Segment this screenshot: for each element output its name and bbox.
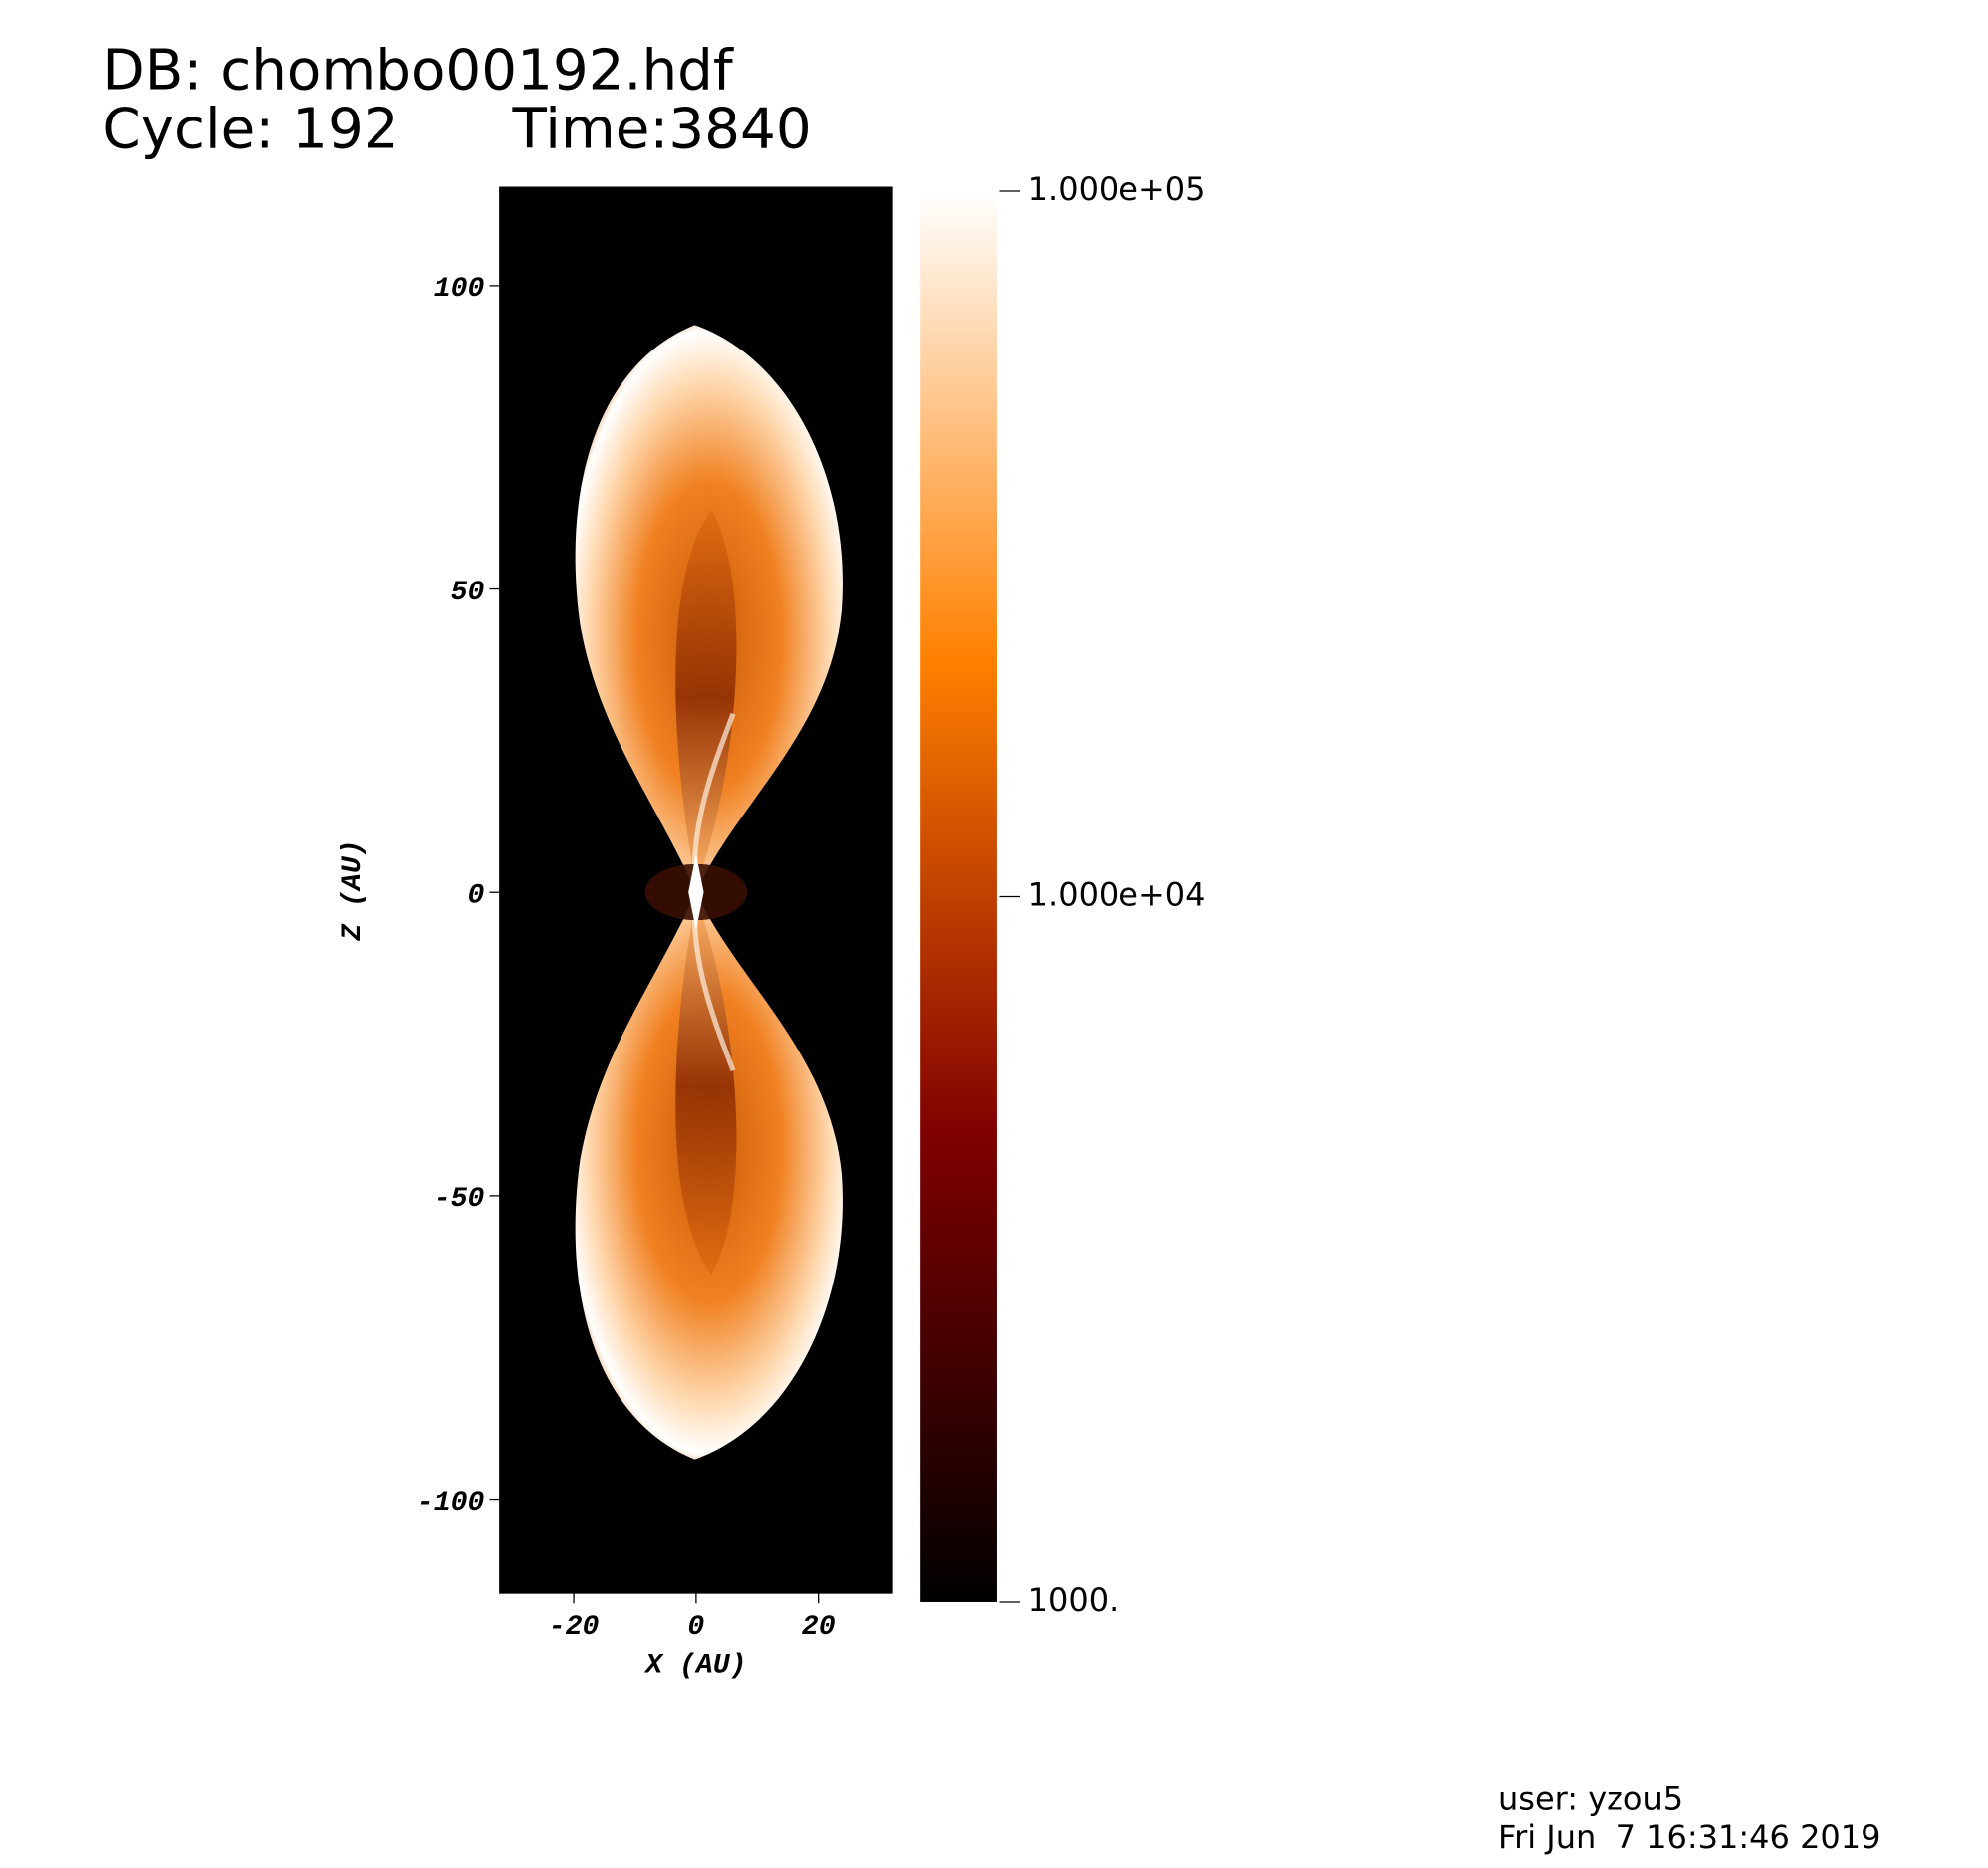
x-tick-label: 20: [802, 1612, 836, 1643]
y-tick-label: 100: [434, 274, 485, 305]
x-axis-title: X (AU): [643, 1650, 746, 1681]
x-tick-label: 0: [687, 1612, 704, 1643]
database-title: DB: chombo00192.hdf: [102, 39, 733, 104]
date-label: Fri Jun 7 16:31:46 2019: [1498, 1818, 1881, 1856]
cycle-label: Cycle: 192: [102, 97, 398, 161]
time-label: Time:3840: [512, 97, 812, 161]
y-tick-label: -50: [434, 1184, 485, 1215]
y-axis-title: Z (AU): [338, 839, 369, 941]
field-image: [576, 325, 843, 1459]
x-tick-label: -20: [549, 1612, 600, 1643]
colorbar-tick-label: 1000.: [1028, 1581, 1119, 1619]
y-tick-label: -100: [417, 1488, 485, 1518]
colorbar-tick-label: 1.000e+05: [1028, 170, 1206, 208]
colorbar-tick-label: 1.000e+04: [1028, 875, 1206, 913]
y-tick-label: 0: [467, 880, 484, 911]
user-label: user: yzou5: [1498, 1780, 1683, 1818]
colorbar: [920, 191, 997, 1602]
y-tick-label: 50: [451, 578, 485, 608]
